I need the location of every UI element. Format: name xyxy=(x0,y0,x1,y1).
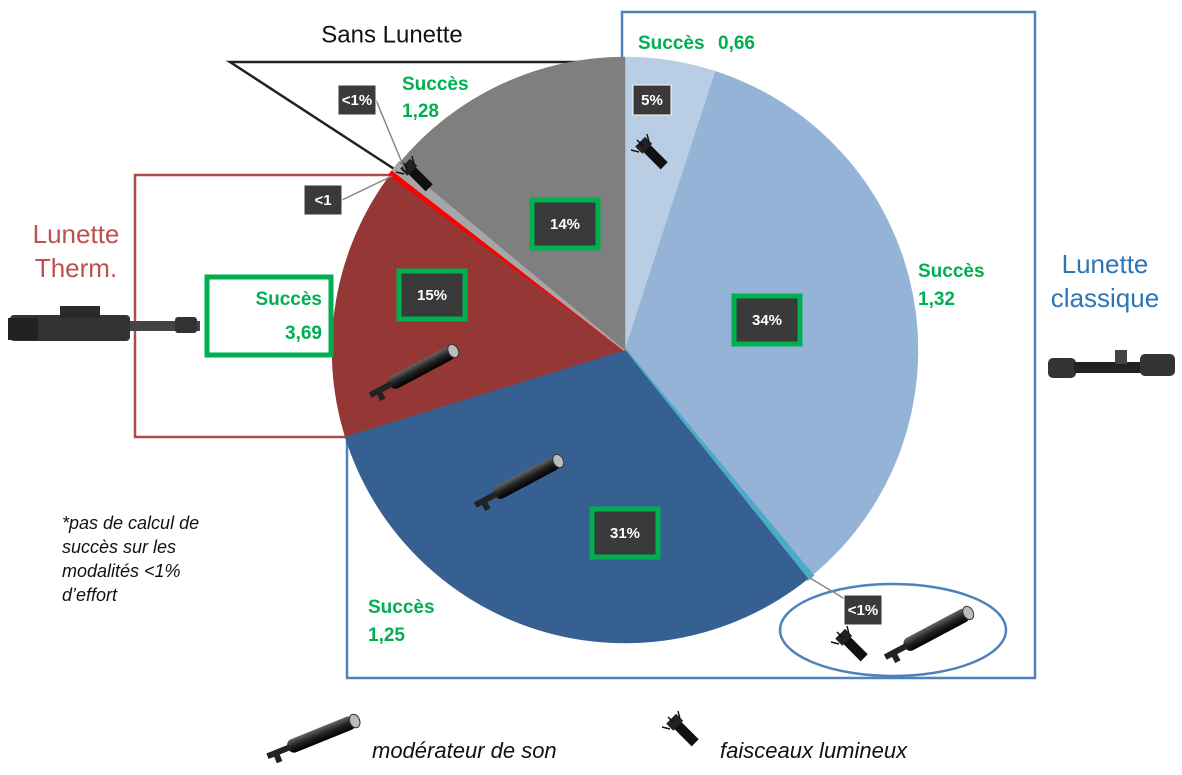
legend-silencer-icon xyxy=(264,712,364,766)
group-label: Sans Lunette xyxy=(321,21,462,48)
classic-scope-icon xyxy=(1048,350,1175,378)
label-box xyxy=(589,506,661,560)
pie-slice xyxy=(399,56,626,351)
classic-frame xyxy=(345,10,1037,680)
value-label: 34% xyxy=(752,312,782,329)
footnote: *pas de calcul de xyxy=(62,513,199,533)
thermal-scope-icon xyxy=(8,306,200,341)
leader-line xyxy=(375,99,406,171)
label-box xyxy=(396,268,468,322)
legend-label: faisceaux lumineux xyxy=(720,738,908,763)
highlight-ellipse xyxy=(778,582,1008,678)
label-box xyxy=(731,293,803,347)
pie-slice xyxy=(344,349,809,644)
success-label: Succès xyxy=(638,33,705,54)
success-value: 1,25 xyxy=(368,625,405,646)
value-label: 5% xyxy=(641,92,663,109)
label-box xyxy=(337,84,377,116)
footnote: succès sur les xyxy=(62,537,176,557)
value-label: 14% xyxy=(550,216,580,233)
success-value: 1,28 xyxy=(402,101,439,122)
footnote: modalités <1% xyxy=(62,561,181,581)
label-box xyxy=(529,197,601,251)
no-scope-frame xyxy=(225,60,622,180)
label-box xyxy=(843,594,883,626)
group-label: Lunette xyxy=(33,219,120,249)
value-label: 31% xyxy=(610,525,640,542)
value-label: <1 xyxy=(314,192,331,209)
thermal-frame xyxy=(133,173,392,439)
value-label: 15% xyxy=(417,287,447,304)
success-label: Succès xyxy=(402,74,469,95)
label-box xyxy=(632,84,672,116)
leader-line xyxy=(341,175,393,201)
flashlight-icon xyxy=(830,625,869,663)
success-value: 0,66 xyxy=(718,33,755,54)
value-label: <1% xyxy=(848,602,878,619)
silencer-icon xyxy=(881,603,978,667)
success-label: Succès xyxy=(255,289,322,310)
success-label: Succès xyxy=(368,597,435,618)
success-value: 3,69 xyxy=(285,323,322,344)
value-label: <1% xyxy=(342,92,372,109)
group-label: classique xyxy=(1051,283,1159,313)
success-box xyxy=(204,274,334,358)
footnote: d’effort xyxy=(62,585,118,605)
legend-label: modérateur de son xyxy=(372,738,557,763)
success-label: Succès xyxy=(918,261,985,282)
success-value: 1,32 xyxy=(918,289,955,310)
legend-flashlight-icon xyxy=(661,710,700,748)
label-box xyxy=(303,184,343,216)
group-label: Therm. xyxy=(35,253,117,283)
group-label: Lunette xyxy=(1062,249,1149,279)
